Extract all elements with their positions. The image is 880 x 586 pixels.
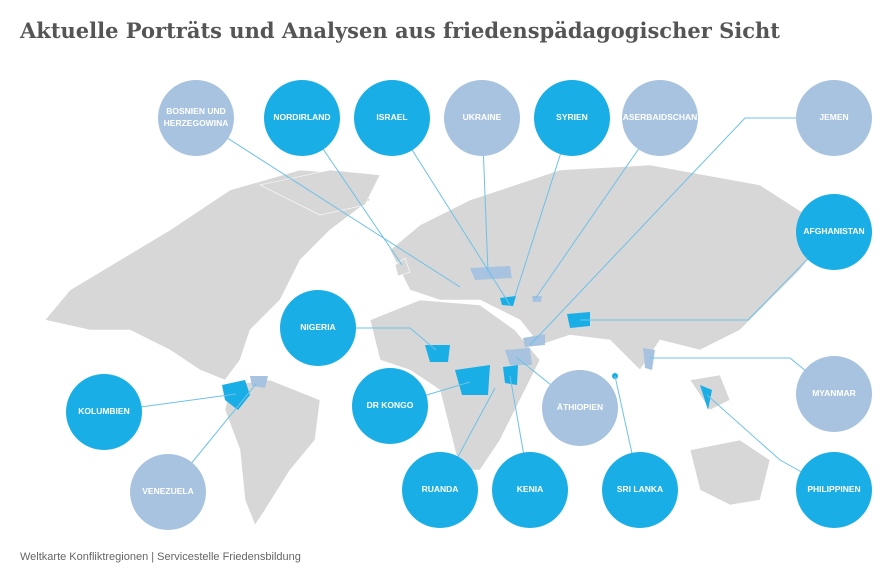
country-node[interactable]: PHILIPPINEN [796,452,872,528]
country-node[interactable]: NIGERIA [280,290,356,366]
country-node[interactable]: DR KONGO [352,368,428,444]
country-node[interactable]: KOLUMBIEN [66,374,142,450]
title: Aktuelle Porträts und Analysen aus fried… [20,18,780,43]
country-node[interactable]: SRI LANKA [602,452,678,528]
connector-line [195,117,461,288]
country-node[interactable]: RUANDA [402,452,478,528]
country-node[interactable]: NORDIRLAND [264,80,340,156]
country-node[interactable]: ISRAEL [354,80,430,156]
country-node[interactable]: UKRAINE [444,80,520,156]
country-node[interactable]: MYANMAR [796,356,872,432]
connector-line [580,231,835,321]
country-node[interactable]: SYRIEN [534,80,610,156]
light-countries [250,266,655,388]
country-node[interactable]: ASERBAIDSCHAN [622,80,698,156]
country-node[interactable]: AFGHANISTAN [796,194,872,270]
caption: Weltkarte Konfliktregionen | Servicestel… [20,551,301,563]
country-node[interactable]: BOSNIEN UND HERZEGOWINA [158,80,234,156]
country-node[interactable]: KENIA [492,452,568,528]
continents [44,164,831,526]
country-node[interactable]: VENEZUELA [130,454,206,530]
country-node[interactable]: JEMEN [796,80,872,156]
country-node[interactable]: ÄTHIOPIEN [542,370,618,446]
